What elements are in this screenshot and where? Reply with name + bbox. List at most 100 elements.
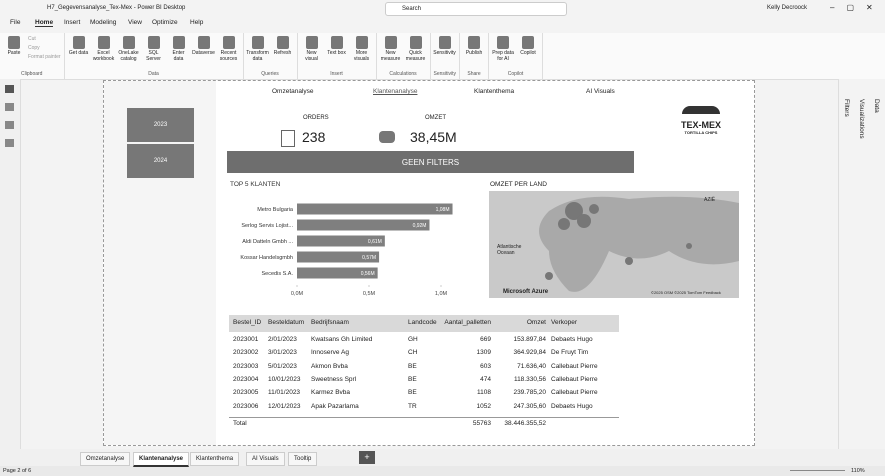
table-cell: 11/01/2023 bbox=[268, 389, 301, 397]
table-header-bg bbox=[229, 315, 619, 332]
logo-subtitle: TORTILLA CHIPS bbox=[684, 130, 718, 135]
ribbon-button[interactable]: SQL Server bbox=[143, 33, 165, 71]
ribbon-icon bbox=[355, 36, 368, 49]
nav-link[interactable]: Klantenanalyse bbox=[373, 88, 418, 95]
ribbon-small-button[interactable]: Format painter bbox=[28, 54, 61, 60]
table-cell: Omzet bbox=[526, 319, 546, 326]
slicer-button[interactable]: 2023 bbox=[127, 108, 194, 142]
bar bbox=[297, 235, 385, 247]
ribbon-button[interactable]: Get data bbox=[68, 33, 90, 71]
ribbon-button-label: Sensitivity bbox=[433, 50, 456, 56]
table-cell: 2023006 bbox=[233, 402, 259, 410]
menu-tab[interactable]: Home bbox=[35, 19, 54, 27]
ribbon-small-buttons: Cut Copy Format painter bbox=[28, 33, 61, 71]
page-tab[interactable]: AI Visuals bbox=[246, 452, 285, 466]
ribbon-button[interactable]: OneLake catalog bbox=[118, 33, 140, 71]
ribbon-group: Transform data Refresh Queries bbox=[244, 33, 298, 79]
ribbon-button[interactable]: Quick measure bbox=[405, 33, 427, 71]
table-cell: 474 bbox=[480, 375, 491, 383]
nav-link[interactable]: Klantenthema bbox=[474, 88, 515, 95]
table-cell: 118.330,56 bbox=[513, 375, 546, 383]
value-label: 0,92M bbox=[413, 223, 427, 229]
logo: TEX-MEX TORTILLA CHIPS bbox=[676, 106, 726, 158]
menu-tab[interactable]: Optimize bbox=[152, 19, 178, 26]
ribbon-button[interactable]: Transform data bbox=[246, 33, 269, 71]
ribbon-button[interactable]: New visual bbox=[301, 33, 323, 71]
ribbon-button[interactable]: Recent sources bbox=[218, 33, 240, 71]
ribbon-button[interactable]: Refresh bbox=[272, 33, 294, 71]
ribbon-button[interactable]: New measure bbox=[380, 33, 402, 71]
ribbon-group: Paste Cut Copy Format painter Clipboard bbox=[0, 33, 65, 79]
ribbon-button-label: Excel workbook bbox=[92, 50, 115, 62]
ribbon-button[interactable]: Publish bbox=[463, 33, 485, 71]
zoom-slider[interactable] bbox=[790, 470, 845, 471]
bar bbox=[297, 203, 453, 215]
report-view-icon[interactable] bbox=[5, 85, 14, 93]
table-cell: Apak Pazarlama bbox=[311, 402, 359, 410]
slicer-button[interactable]: 2024 bbox=[127, 144, 194, 178]
page-tab[interactable]: Klantenanalyse bbox=[133, 452, 190, 467]
window-controls[interactable]: –▢✕ bbox=[830, 3, 885, 12]
search-box[interactable]: Search bbox=[385, 2, 567, 16]
map-bubble bbox=[565, 202, 583, 220]
ribbon-group-label: Clipboard bbox=[21, 71, 43, 77]
table-cell: De Fruyt Tim bbox=[551, 349, 589, 357]
page-tab[interactable]: Tooltip bbox=[288, 452, 318, 466]
ribbon-button-label: Get data bbox=[68, 50, 89, 56]
filters-pane[interactable]: Filters bbox=[843, 99, 850, 117]
table-cell: 71.636,40 bbox=[517, 362, 546, 370]
ribbon-group: New visual Text box More visuals Insert bbox=[298, 33, 377, 79]
ribbon-button[interactable]: Copilot bbox=[517, 33, 539, 71]
category-label: Kossar Handelsgmbh bbox=[240, 255, 293, 261]
map bbox=[489, 191, 739, 298]
add-page-button[interactable]: + bbox=[359, 451, 375, 464]
x-tick-label: 1,0M bbox=[435, 291, 448, 297]
page-tab[interactable]: Omzetanalyse bbox=[80, 452, 131, 466]
ribbon-button[interactable]: Dataverse bbox=[192, 33, 215, 71]
table-cell: Callebaut Pierre bbox=[551, 362, 598, 370]
bar bbox=[297, 219, 430, 231]
ribbon-icon bbox=[497, 36, 510, 49]
data-table: Bestel_ID Besteldatum Bedrijfsnaam Landcode… bbox=[229, 315, 619, 430]
menu-tab[interactable]: View bbox=[128, 19, 142, 26]
ribbon-button[interactable]: Text box bbox=[326, 33, 348, 71]
visualizations-pane[interactable]: Visualizations bbox=[858, 99, 865, 139]
ribbon-icon bbox=[72, 36, 85, 49]
dax-view-icon[interactable] bbox=[5, 139, 14, 147]
ribbon-icon bbox=[147, 36, 160, 49]
menu-tab[interactable]: File bbox=[10, 19, 21, 26]
map-visual: OMZET PER LAND AZIË Atlantische Oceaan M… bbox=[489, 177, 739, 300]
menu-tab[interactable]: Modeling bbox=[90, 19, 117, 26]
nav-link[interactable]: AI Visuals bbox=[586, 88, 615, 95]
menu-tab[interactable]: Insert bbox=[64, 19, 81, 26]
value-label: 0,61M bbox=[368, 239, 382, 245]
menu-tab[interactable]: Help bbox=[190, 19, 204, 26]
ribbon-group: Sensitivity Sensitivity bbox=[431, 33, 461, 79]
page-tab[interactable]: Klantenthema bbox=[190, 452, 240, 466]
ribbon-small-button[interactable]: Copy bbox=[28, 45, 40, 51]
ribbon-small-button[interactable]: Cut bbox=[28, 36, 36, 42]
clear-filters-button[interactable]: GEEN FILTERS bbox=[227, 151, 634, 173]
table-cell: 2023004 bbox=[233, 375, 259, 383]
ribbon-button[interactable]: Sensitivity bbox=[433, 33, 456, 71]
map-brand: Microsoft Azure bbox=[503, 289, 549, 295]
table-cell: 1108 bbox=[477, 389, 491, 397]
ribbon-button[interactable]: Excel workbook bbox=[93, 33, 115, 71]
ribbon-button[interactable]: Paste bbox=[3, 33, 25, 71]
ribbon-button[interactable]: Prep data for AI bbox=[492, 33, 514, 71]
ribbon-button-label: New visual bbox=[305, 50, 318, 62]
nav-link[interactable]: Omzetanalyse bbox=[272, 88, 314, 95]
ribbon-items: Paste Cut Copy Format painter bbox=[3, 33, 61, 71]
ribbon-icon bbox=[276, 36, 289, 49]
data-pane[interactable]: Data bbox=[873, 99, 880, 113]
ribbon-button[interactable]: Enter data bbox=[168, 33, 190, 71]
table-view-icon[interactable] bbox=[5, 103, 14, 111]
ribbon-button[interactable]: More visuals bbox=[351, 33, 373, 71]
ribbon-group-label: Calculations bbox=[389, 71, 417, 77]
table-cell: 55763 bbox=[472, 420, 491, 427]
table-cell: BE bbox=[408, 362, 417, 370]
ribbon-button-label: Paste bbox=[7, 50, 21, 56]
model-view-icon[interactable] bbox=[5, 121, 14, 129]
chart-title: TOP 5 KLANTEN bbox=[230, 181, 281, 188]
table-cell: 10/01/2023 bbox=[268, 375, 301, 383]
